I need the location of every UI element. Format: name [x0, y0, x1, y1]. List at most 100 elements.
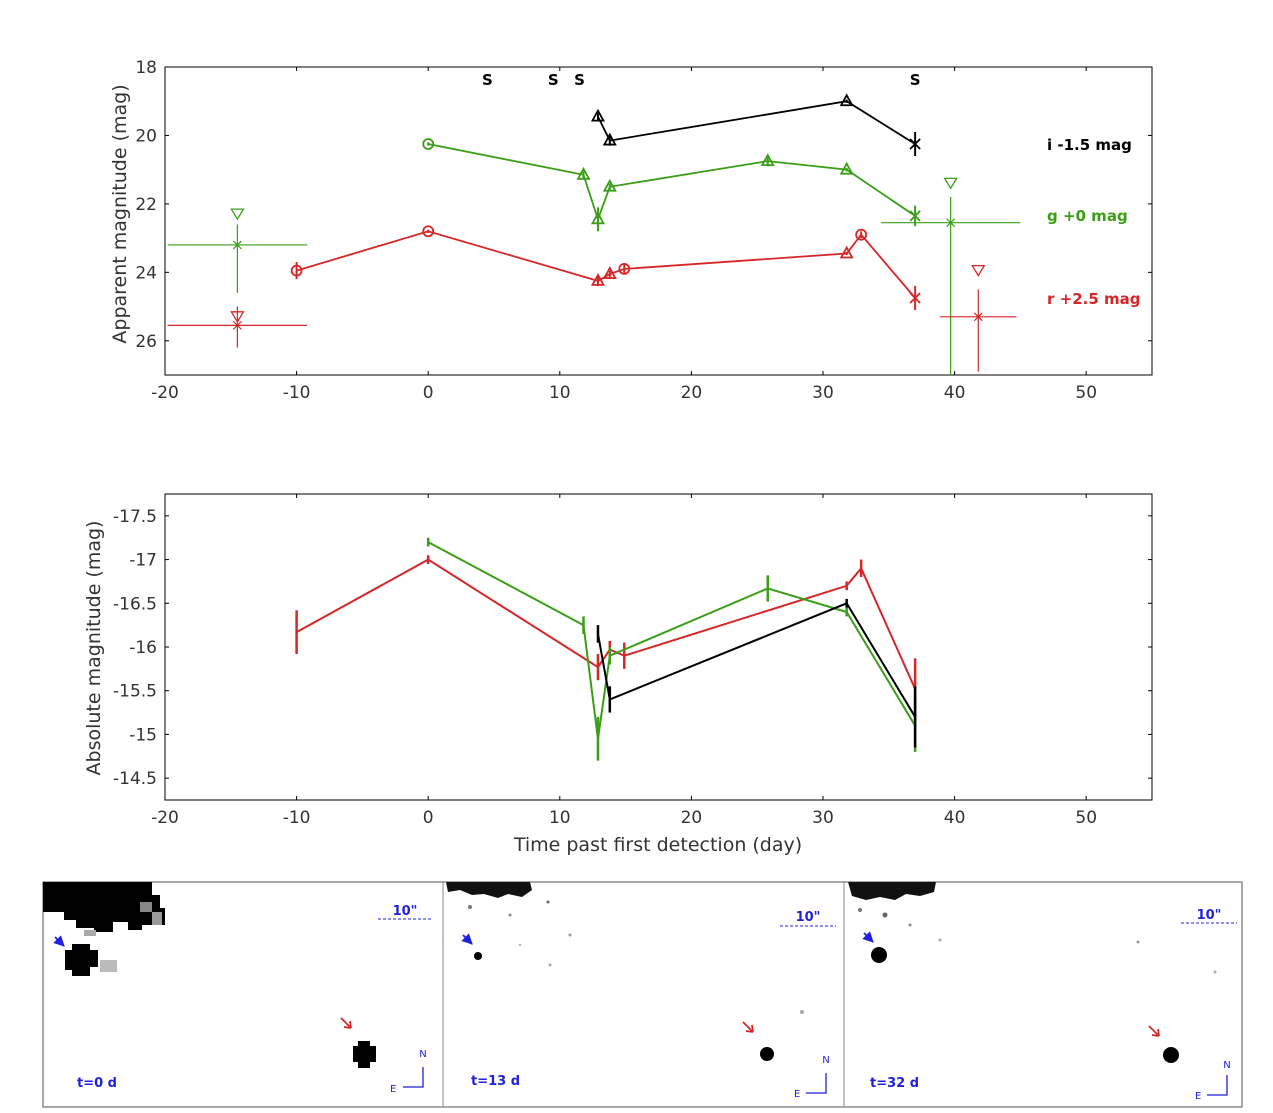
speck: [938, 938, 942, 942]
data-point-circle: [618, 263, 631, 275]
star-gray-1: [100, 960, 117, 972]
series-line: [428, 143, 916, 223]
data-point-triangle: [839, 245, 854, 259]
top-ytick-label: 24: [135, 263, 157, 283]
data-point-x: [909, 138, 921, 150]
top-xtick-label: 10: [549, 383, 571, 403]
sn-2: [760, 1047, 774, 1061]
bottom-xlabel: Time past first detection (day): [513, 834, 802, 856]
data-point-triangle: [839, 161, 854, 175]
data-point-triangle: [590, 273, 605, 286]
panel-label: t=13 d: [471, 1074, 520, 1089]
upper-limit-x: [232, 320, 242, 330]
top-xtick-label: 50: [1075, 383, 1097, 403]
upper-limit-x: [973, 312, 983, 322]
bottom-ytick-label: -15: [129, 725, 157, 745]
host-gray-1b: [152, 912, 162, 925]
blue-arrow-icon: [862, 931, 874, 943]
speck: [546, 900, 550, 904]
data-point-x: [909, 292, 921, 304]
bottom-xtick-label: 10: [549, 808, 571, 828]
speck: [1136, 940, 1140, 944]
upper-limit-x: [232, 240, 242, 250]
sn-3: [1163, 1047, 1179, 1063]
speck: [1213, 970, 1217, 974]
bottom-plot-frame: [164, 493, 1153, 801]
blue-arrow-icon: [461, 933, 473, 945]
top-xtick-label: 40: [944, 383, 966, 403]
red-arrow-icon: [1148, 1025, 1159, 1036]
limit-triangle: [230, 208, 245, 221]
absolute-magnitude-chart: -20 -10 0 10 20 30 40 50 -17.5 -17 -16.5 -16 -15.5 -1…: [83, 493, 1153, 856]
compass-n: N: [1223, 1060, 1230, 1071]
compass-icon: [1207, 1075, 1228, 1096]
top-xtick-label: 0: [423, 383, 434, 403]
host-blob-2: [446, 882, 532, 898]
host-gray-1c: [84, 930, 96, 936]
limit-triangle: [230, 311, 245, 324]
data-point-triangle: [760, 153, 775, 167]
series-line: [597, 100, 916, 145]
data-point-triangle: [590, 211, 605, 225]
host-gray-1a: [140, 902, 152, 912]
bottom-xtick-label: 20: [681, 808, 703, 828]
bottom-xtick-label: -20: [151, 808, 179, 828]
panel-label: t=32 d: [870, 1076, 919, 1091]
compass-e: E: [1195, 1091, 1201, 1102]
bottom-ytick-label: -14.5: [113, 769, 157, 789]
speck: [518, 943, 522, 947]
top-xtick-label: -20: [151, 383, 179, 403]
data-point-triangle: [576, 166, 591, 180]
speck: [468, 905, 472, 909]
scale-label: 10": [796, 910, 821, 925]
host-blob-3: [848, 882, 936, 900]
blue-arrow-icon: [53, 935, 65, 947]
top-ytick-label: 18: [135, 58, 157, 78]
limit-triangle: [943, 177, 958, 190]
top-ytick-label: 20: [135, 126, 157, 146]
bottom-ytick-label: -16.5: [113, 594, 157, 614]
limit-triangle: [971, 264, 986, 277]
speck: [858, 908, 862, 912]
data-point-triangle: [602, 266, 617, 279]
series-line: [596, 602, 916, 718]
spectrum-marker: S: [482, 71, 493, 89]
image-panels: 10" N E t=0 d 10" N E t=: [42, 881, 1243, 1108]
compass-n: N: [822, 1055, 829, 1066]
panel-t0: 10" N E t=0 d: [43, 882, 432, 1095]
data-point-x: [909, 210, 921, 222]
bottom-ytick-label: -17.5: [113, 507, 157, 527]
compass-icon: [403, 1067, 424, 1088]
top-plot-frame: [164, 66, 1153, 376]
speck: [548, 963, 552, 967]
speck: [908, 923, 912, 927]
host-blob-1: [43, 882, 165, 932]
speck: [882, 912, 888, 918]
top-xtick-label: 20: [681, 383, 703, 403]
compass-e: E: [390, 1084, 396, 1095]
panels-frame: [42, 881, 1243, 1108]
data-point-triangle: [839, 93, 854, 107]
bottom-xtick-label: 30: [812, 808, 834, 828]
data-point-circle: [290, 264, 303, 277]
red-arrowhead-icon: [1151, 1028, 1160, 1037]
data-point-circle: [422, 138, 435, 150]
bottom-ytick-label: -16: [129, 638, 157, 658]
bottom-ytick-label: -15.5: [113, 682, 157, 702]
red-arrowhead-icon: [745, 1024, 754, 1033]
top-ylabel: Apparent magnitude (mag): [109, 84, 131, 343]
bottom-xtick-label: 50: [1075, 808, 1097, 828]
star-2: [474, 952, 482, 960]
speck: [508, 913, 512, 917]
spectrum-marker: S: [548, 71, 559, 89]
bottom-xtick-label: -10: [283, 808, 311, 828]
data-point-triangle: [602, 178, 617, 192]
sn-blob-1: [353, 1041, 376, 1068]
star-3: [871, 947, 887, 963]
legend-i: i -1.5 mag: [1047, 136, 1132, 154]
data-point-circle: [855, 228, 868, 241]
compass-e: E: [794, 1089, 800, 1100]
top-xtick-label: 30: [812, 383, 834, 403]
